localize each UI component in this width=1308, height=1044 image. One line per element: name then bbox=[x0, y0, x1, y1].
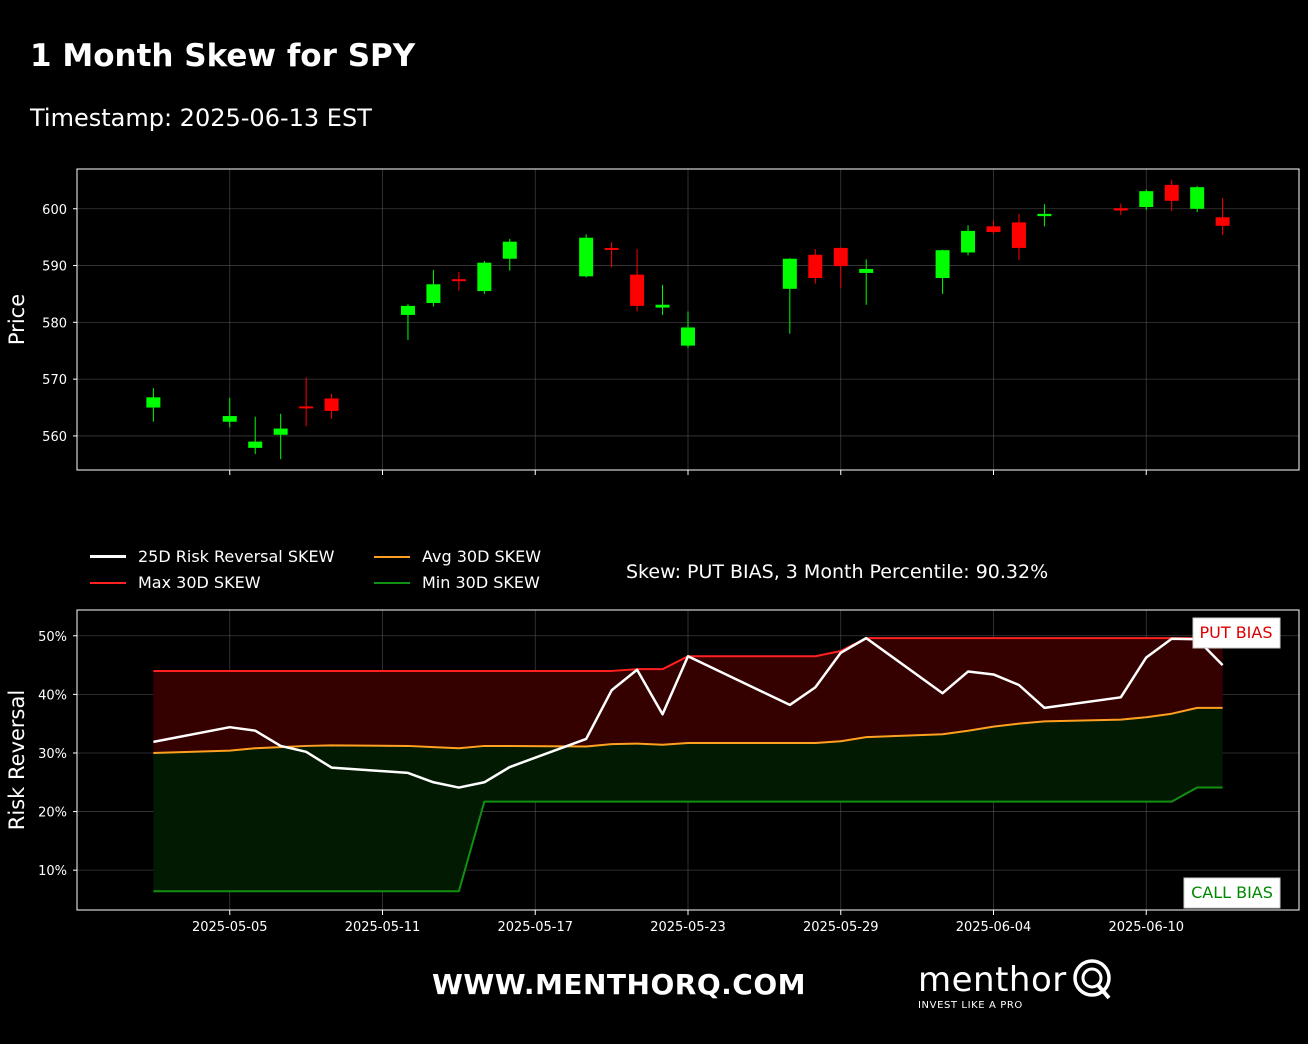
call-bias-label: CALL BIAS bbox=[1191, 883, 1273, 902]
candle-body bbox=[833, 247, 848, 267]
y-tick-label: 50% bbox=[38, 630, 67, 645]
put-bias-area bbox=[153, 638, 1223, 753]
candle-body bbox=[1190, 187, 1205, 209]
logo-q-icon: Q bbox=[1073, 959, 1111, 1000]
call-bias-box bbox=[1183, 877, 1281, 909]
candle-body bbox=[1011, 222, 1026, 248]
y-tick-label: 560 bbox=[42, 430, 67, 445]
skew-status: Skew: PUT BIAS, 3 Month Percentile: 90.3… bbox=[626, 561, 1049, 583]
logo-tagline: INVEST LIKE A PRO bbox=[918, 1000, 1023, 1011]
candle-body bbox=[299, 406, 314, 409]
candle-body bbox=[324, 398, 339, 411]
candle-body bbox=[655, 304, 670, 308]
avg-skew-line bbox=[153, 706, 1223, 754]
legend-swatch-min-skew bbox=[374, 581, 410, 584]
legend-label-risk-reversal: 25D Risk Reversal SKEW bbox=[138, 547, 335, 566]
put-bias-box bbox=[1192, 617, 1281, 649]
menthorq-logo: menthor Q INVEST LIKE A PRO bbox=[918, 958, 1115, 1011]
legend-swatch-avg-skew bbox=[374, 555, 410, 558]
y-tick-label: 40% bbox=[38, 688, 67, 703]
candle-body bbox=[1037, 213, 1052, 217]
candle-body bbox=[859, 268, 874, 273]
legend-item-avg-skew: Avg 30D SKEW bbox=[374, 547, 541, 566]
candle-body bbox=[961, 230, 976, 253]
candle-body bbox=[222, 416, 237, 422]
legend-item-max-skew: Max 30D SKEW bbox=[90, 573, 261, 592]
legend-label-avg-skew: Avg 30D SKEW bbox=[422, 547, 542, 566]
y-axis-label: Risk Reversal bbox=[5, 690, 29, 830]
candle-body bbox=[451, 279, 466, 282]
x-tick-label: 2025-05-17 bbox=[497, 920, 573, 935]
candle-body bbox=[1113, 208, 1128, 211]
candle-body bbox=[477, 262, 492, 292]
candle-body bbox=[630, 274, 645, 306]
price-panel: 560 570 580 590 600 Price bbox=[5, 168, 1300, 475]
logo-text: menthor bbox=[918, 960, 1067, 1000]
candle-body bbox=[273, 428, 288, 435]
candle-body bbox=[579, 237, 594, 277]
candle-body bbox=[604, 247, 619, 250]
put-bias-label: PUT BIAS bbox=[1199, 623, 1272, 642]
candle-body bbox=[502, 241, 517, 259]
candle-body bbox=[400, 305, 415, 315]
x-tick-label: 2025-05-05 bbox=[192, 920, 268, 935]
candle-body bbox=[681, 327, 695, 346]
candle-body bbox=[146, 397, 161, 408]
y-tick-label: 570 bbox=[42, 373, 67, 388]
candle-body bbox=[935, 250, 950, 279]
y-axis-label: Price bbox=[5, 294, 29, 345]
candle-body bbox=[808, 254, 823, 279]
call-bias-area bbox=[153, 707, 1223, 892]
x-tick-label: 2025-06-10 bbox=[1108, 920, 1184, 935]
legend-item-min-skew: Min 30D SKEW bbox=[374, 573, 540, 592]
risk-reversal-line bbox=[153, 636, 1224, 789]
y-tick-label: 20% bbox=[38, 806, 67, 821]
legend-swatch-max-skew bbox=[90, 581, 126, 584]
max-skew-line bbox=[153, 637, 1223, 672]
x-tick-label: 2025-05-11 bbox=[345, 920, 421, 935]
candle-body bbox=[1164, 184, 1179, 201]
rr-frame bbox=[76, 609, 1300, 911]
x-tick-label: 2025-05-23 bbox=[650, 920, 726, 935]
min-skew-line bbox=[153, 786, 1223, 893]
timestamp: Timestamp: 2025-06-13 EST bbox=[30, 104, 372, 132]
y-tick-label: 580 bbox=[42, 316, 67, 331]
candle-body bbox=[986, 226, 1001, 233]
website-url: WWW.MENTHORQ.COM bbox=[432, 968, 806, 1001]
candle-body bbox=[1215, 217, 1230, 226]
x-tick-label: 2025-06-04 bbox=[956, 920, 1032, 935]
price-frame bbox=[76, 168, 1300, 471]
chart-title: 1 Month Skew for SPY bbox=[30, 38, 416, 74]
y-tick-label: 600 bbox=[42, 203, 67, 218]
candle-body bbox=[782, 258, 797, 289]
risk-reversal-panel: 10% 20% 30% 40% 50% Risk Reversal PUT BIAS CALL… bbox=[5, 609, 1300, 935]
y-tick-label: 30% bbox=[38, 747, 67, 762]
candle-body bbox=[1139, 191, 1154, 208]
legend-swatch-risk-reversal bbox=[90, 555, 126, 558]
y-tick-label: 590 bbox=[42, 260, 67, 275]
legend-label-max-skew: Max 30D SKEW bbox=[138, 573, 261, 592]
x-tick-label: 2025-05-29 bbox=[803, 920, 879, 935]
legend-label-min-skew: Min 30D SKEW bbox=[422, 573, 540, 592]
candle-body bbox=[248, 441, 263, 448]
candle-body bbox=[426, 284, 441, 304]
legend-item-risk-reversal: 25D Risk Reversal SKEW bbox=[90, 547, 334, 566]
y-tick-label: 10% bbox=[38, 864, 67, 879]
